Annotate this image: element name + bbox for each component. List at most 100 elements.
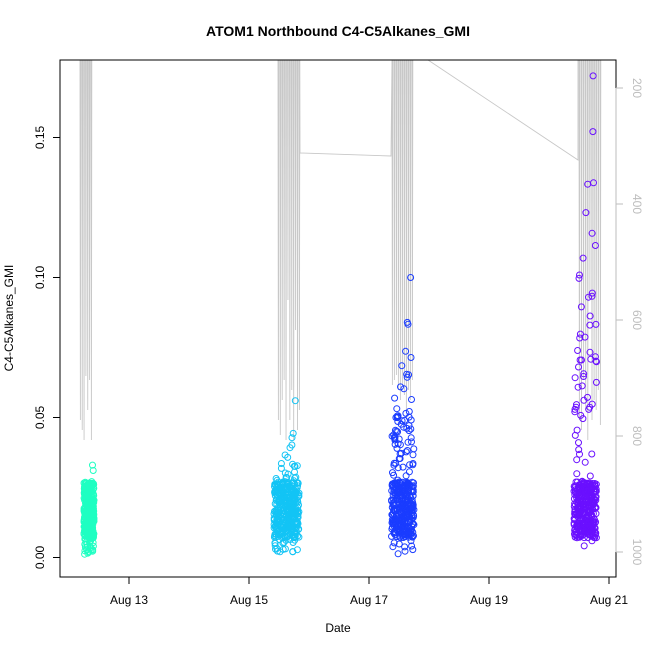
scatter-points bbox=[80, 72, 600, 558]
data-point bbox=[294, 498, 302, 506]
data-point bbox=[391, 531, 399, 539]
data-point bbox=[586, 312, 594, 320]
data-point bbox=[575, 501, 583, 509]
data-point bbox=[395, 540, 403, 548]
data-point bbox=[589, 500, 597, 508]
data-point bbox=[281, 498, 289, 506]
series-3 bbox=[388, 274, 418, 558]
data-point bbox=[290, 533, 298, 541]
data-point bbox=[405, 482, 413, 489]
data-point bbox=[394, 418, 402, 425]
data-point bbox=[588, 292, 596, 300]
data-point bbox=[396, 455, 404, 462]
data-point bbox=[270, 516, 278, 524]
data-point bbox=[389, 500, 397, 508]
data-point bbox=[394, 550, 402, 558]
data-point bbox=[274, 486, 282, 493]
data-point bbox=[286, 444, 294, 452]
data-point bbox=[284, 453, 292, 461]
data-point bbox=[571, 374, 579, 382]
right-tick-label: 400 bbox=[630, 194, 644, 214]
data-point bbox=[292, 511, 300, 519]
data-point bbox=[580, 370, 588, 378]
data-point bbox=[271, 542, 279, 550]
data-point bbox=[405, 524, 412, 532]
data-point bbox=[402, 409, 410, 417]
data-point bbox=[592, 518, 600, 526]
data-point bbox=[390, 539, 398, 547]
plot-frame bbox=[59, 59, 617, 578]
data-point bbox=[407, 515, 415, 523]
data-point bbox=[583, 513, 591, 520]
data-point bbox=[390, 471, 398, 479]
data-point bbox=[279, 539, 287, 547]
data-point bbox=[393, 405, 401, 413]
data-point bbox=[291, 514, 299, 522]
x-tick-label: Aug 19 bbox=[470, 593, 508, 607]
data-point bbox=[391, 507, 398, 515]
data-point bbox=[278, 529, 286, 537]
data-point bbox=[87, 505, 95, 513]
data-point bbox=[576, 450, 583, 458]
y-tick-label: 0.10 bbox=[33, 265, 47, 289]
data-point bbox=[83, 527, 91, 535]
data-point bbox=[578, 356, 585, 364]
data-point bbox=[393, 412, 401, 420]
data-point bbox=[389, 543, 397, 551]
data-point bbox=[577, 303, 585, 311]
data-point bbox=[83, 485, 91, 493]
x-tick-label: Aug 15 bbox=[230, 593, 268, 607]
series-1 bbox=[80, 461, 98, 558]
data-point bbox=[272, 496, 280, 504]
data-point bbox=[395, 504, 403, 512]
data-point bbox=[398, 417, 406, 425]
data-point bbox=[408, 542, 416, 550]
data-point bbox=[409, 502, 416, 510]
data-point bbox=[580, 520, 588, 528]
data-point bbox=[576, 334, 584, 342]
data-point bbox=[574, 383, 582, 391]
data-point bbox=[580, 480, 588, 488]
x-tick-label: Aug 17 bbox=[350, 593, 388, 607]
data-point bbox=[572, 403, 580, 411]
data-point bbox=[579, 254, 587, 262]
data-point bbox=[571, 491, 579, 499]
data-point bbox=[407, 425, 415, 433]
data-point bbox=[401, 416, 409, 424]
data-point bbox=[586, 321, 594, 329]
data-point bbox=[274, 480, 282, 488]
data-point bbox=[83, 516, 91, 523]
data-point bbox=[404, 531, 412, 539]
y-tick-label: 0.15 bbox=[33, 125, 47, 149]
data-point bbox=[575, 363, 582, 371]
data-point bbox=[283, 505, 291, 513]
data-point bbox=[403, 447, 411, 454]
data-point bbox=[291, 480, 299, 488]
data-point bbox=[397, 525, 405, 533]
data-point bbox=[574, 347, 582, 354]
data-point bbox=[405, 371, 413, 379]
data-point bbox=[390, 479, 398, 487]
data-point bbox=[396, 450, 404, 458]
data-point bbox=[398, 362, 406, 370]
data-point bbox=[584, 508, 592, 516]
data-point bbox=[575, 446, 583, 454]
data-point bbox=[591, 504, 599, 512]
data-point bbox=[282, 517, 290, 525]
data-point bbox=[592, 378, 600, 386]
data-point bbox=[286, 495, 293, 503]
data-point bbox=[89, 467, 97, 474]
data-point bbox=[277, 464, 285, 472]
data-point bbox=[280, 534, 288, 542]
data-point bbox=[407, 416, 415, 424]
y-tick-label: 0.00 bbox=[33, 545, 47, 569]
data-point bbox=[289, 548, 297, 556]
data-point bbox=[275, 530, 283, 538]
data-point bbox=[84, 483, 92, 491]
data-point bbox=[289, 460, 297, 468]
data-point bbox=[401, 531, 409, 539]
data-point-max bbox=[407, 274, 415, 281]
data-point bbox=[81, 494, 89, 502]
data-point bbox=[281, 478, 289, 486]
data-point bbox=[390, 431, 398, 439]
